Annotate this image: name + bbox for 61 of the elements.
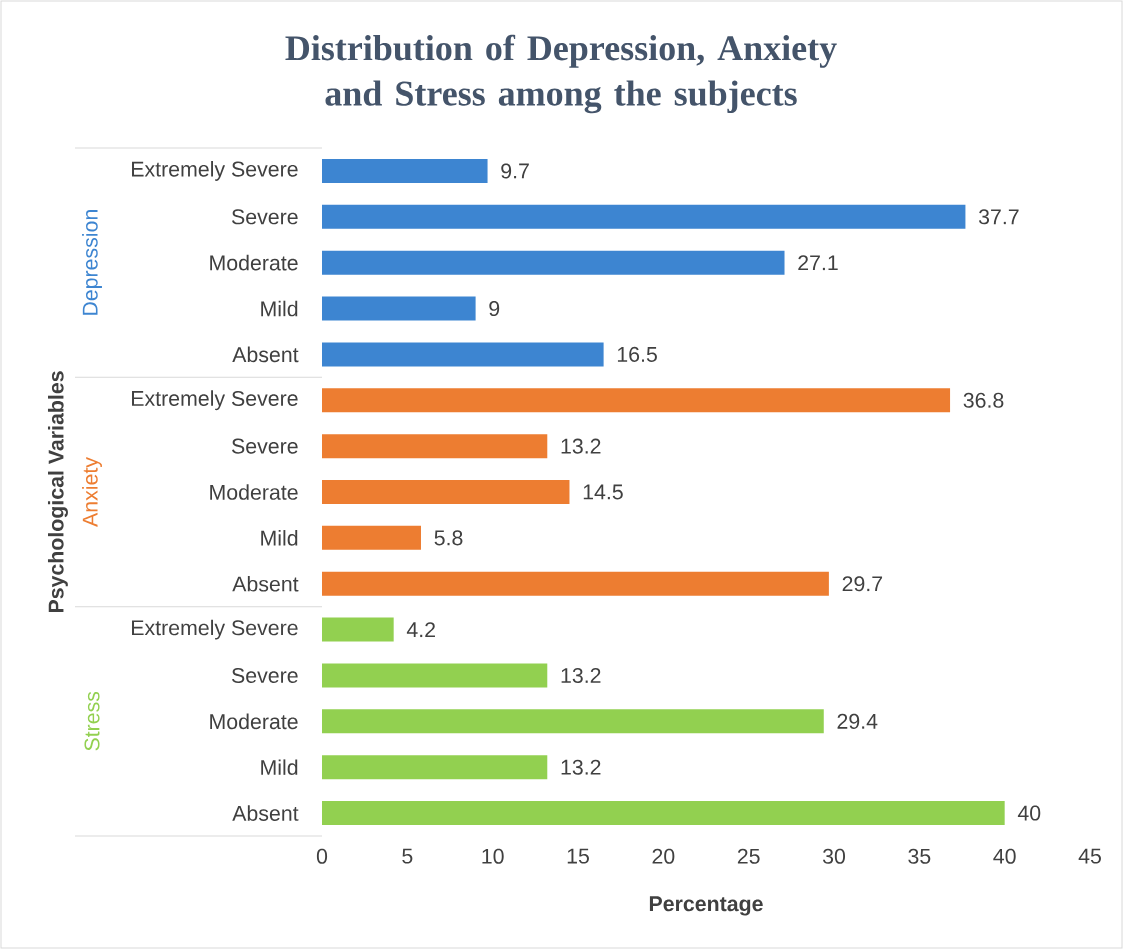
x-axis-title: Percentage — [649, 896, 763, 916]
bar — [322, 571, 829, 596]
data-label: 9.7 — [501, 163, 529, 179]
data-label: 13.2 — [561, 438, 601, 454]
y-tick-label: Mild — [261, 530, 298, 546]
y-tick-label: Severe — [231, 209, 298, 225]
bar — [322, 342, 604, 367]
bar — [322, 388, 951, 413]
data-label: 4.2 — [406, 622, 435, 638]
x-tick-label: 25 — [737, 848, 760, 864]
data-label: 5.8 — [434, 530, 463, 546]
bar — [322, 158, 488, 183]
x-tick-label: 40 — [993, 848, 1016, 864]
bar — [322, 250, 785, 275]
data-label: 13.2 — [561, 759, 601, 775]
bar — [322, 204, 966, 229]
y-tick-label: Mild — [261, 759, 298, 776]
x-tick-label: 35 — [908, 848, 931, 864]
y-tick-label: Severe — [231, 438, 298, 454]
data-label: 40 — [1017, 805, 1041, 821]
y-tick-label: Severe — [231, 667, 298, 684]
bar — [322, 617, 394, 642]
x-tick-label: 15 — [567, 848, 589, 864]
bar — [322, 709, 824, 734]
y-tick-label: Mild — [261, 300, 298, 317]
y-tick-label: Extremely Severe — [132, 160, 298, 181]
data-label: 27.1 — [798, 255, 838, 271]
data-label: 14.5 — [583, 484, 623, 500]
x-tick-label: 5 — [402, 848, 413, 864]
x-tick-label: 45 — [1078, 848, 1101, 864]
text: Depression — [82, 210, 102, 315]
y-tick-label: Absent — [232, 346, 299, 363]
bar — [322, 801, 1005, 826]
y-tick-label: Moderate — [210, 254, 298, 271]
bar — [322, 525, 421, 550]
y-tick-label: Extremely Severe — [132, 619, 298, 640]
data-label: 16.5 — [617, 346, 657, 362]
bar — [322, 480, 570, 504]
data-label: 29.7 — [842, 576, 883, 592]
bar — [322, 755, 548, 780]
data-label: 9 — [489, 300, 500, 317]
x-tick-label: 0 — [316, 848, 328, 864]
y-tick-label: Absent — [232, 575, 299, 592]
bar — [322, 663, 548, 688]
data-label: 37.7 — [978, 209, 1019, 225]
y-axis-title: Psychological Variables — [47, 371, 68, 613]
bar — [322, 434, 548, 459]
x-tick-label: 10 — [482, 848, 504, 864]
text: Anxiety — [82, 457, 102, 527]
bar — [322, 296, 476, 321]
data-label: 13.2 — [561, 667, 601, 684]
y-tick-label: Absent — [232, 805, 299, 821]
data-label: 36.8 — [963, 392, 1004, 408]
chart-title: Distribution of Depression, Anxiety and Stress among the subjects — [285, 34, 837, 114]
y-tick-label: Moderate — [210, 484, 298, 500]
x-tick-label: 30 — [822, 848, 846, 864]
data-label: 29.4 — [837, 713, 878, 729]
x-tick-label: 20 — [652, 848, 675, 864]
y-tick-label: Extremely Severe — [132, 390, 298, 411]
text: Stress — [84, 691, 100, 751]
y-tick-label: Moderate — [210, 713, 298, 730]
